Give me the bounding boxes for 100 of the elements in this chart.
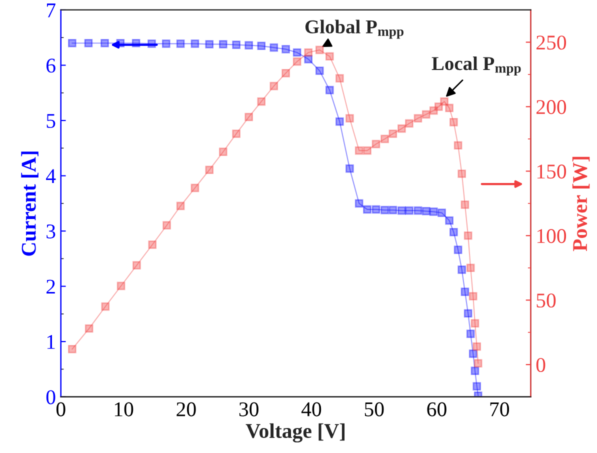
point [468,350,478,358]
point [472,382,482,390]
point [190,184,200,192]
point [176,202,185,210]
point [363,205,372,214]
point [162,221,171,230]
point [440,97,448,106]
point [100,38,109,48]
point [205,40,214,48]
point [450,228,458,236]
y-tick-label: 1 [47,335,55,349]
point [218,40,228,48]
point [474,359,482,368]
point [162,40,170,48]
point [84,38,93,48]
point [372,140,380,148]
point [304,48,313,57]
point [232,130,240,138]
point [458,266,466,274]
point [454,246,462,254]
point [325,86,334,94]
point [468,292,478,300]
point [292,48,302,57]
point [84,324,94,333]
x-axis-title: Voltage [V] [246,423,345,442]
point [218,148,228,156]
point [244,112,253,122]
y2-tick-label: 250 [536,36,566,50]
y2-tick-label: 0 [536,358,546,372]
point [460,200,470,209]
point [464,309,472,318]
y2-tick-label: 100 [537,229,566,244]
point [132,261,141,270]
point [398,124,406,133]
x-tick-label: 30 [239,402,258,416]
point [464,231,472,240]
point [445,104,454,112]
x-tick-label: 60 [427,402,446,416]
point [405,119,414,128]
point [363,146,372,155]
point [190,40,200,48]
point [470,319,480,328]
point [429,208,438,216]
y-axis-title: Current [A] [21,152,38,256]
point [244,41,253,50]
point [470,366,480,376]
point [68,344,76,354]
point [346,114,354,122]
point [282,45,290,54]
point [434,102,443,111]
point [414,114,422,122]
point [205,166,214,174]
y-tick-label: 5 [46,114,56,128]
point [336,74,344,82]
point [450,118,458,126]
point [466,330,475,338]
point [176,40,185,48]
x-tick-label: 10 [114,402,134,416]
point [116,282,126,290]
x-tick-label: 40 [301,402,322,416]
point [346,164,354,173]
point [354,199,364,208]
point [380,134,389,144]
point [422,206,430,216]
point [292,57,302,66]
point [101,302,110,311]
point [372,205,380,214]
point [68,38,76,48]
annotation: Global P$_{mpp}$ [305,20,404,39]
point [336,117,344,126]
point [315,46,324,54]
point [257,42,266,50]
y2-tick-label: 150 [537,164,566,179]
y2-tick-label: 50 [536,293,556,308]
point [454,141,462,150]
point [315,66,324,75]
point [270,82,278,90]
y-tick-label: 2 [46,280,55,294]
y-tick-label: 4 [46,169,56,183]
point [388,206,398,214]
x-tick-label: 70 [490,402,510,416]
point [405,206,414,215]
y2-tick-label: 200 [536,100,566,114]
point [148,240,157,249]
point [460,288,470,296]
point [445,216,454,225]
y2-axis-title: Power [W] [572,156,590,252]
point [380,206,389,214]
point [466,264,475,272]
point [414,206,422,215]
y-tick-label: 0 [46,390,56,404]
x-tick-label: 20 [176,402,196,416]
x-tick-label: 50 [364,402,384,416]
y-tick-label: 7 [46,4,56,18]
x-tick-label: 0 [56,402,66,416]
point [354,146,364,155]
point [325,52,334,61]
point [282,68,290,78]
point [438,208,446,217]
y-tick-label: 3 [46,224,56,238]
